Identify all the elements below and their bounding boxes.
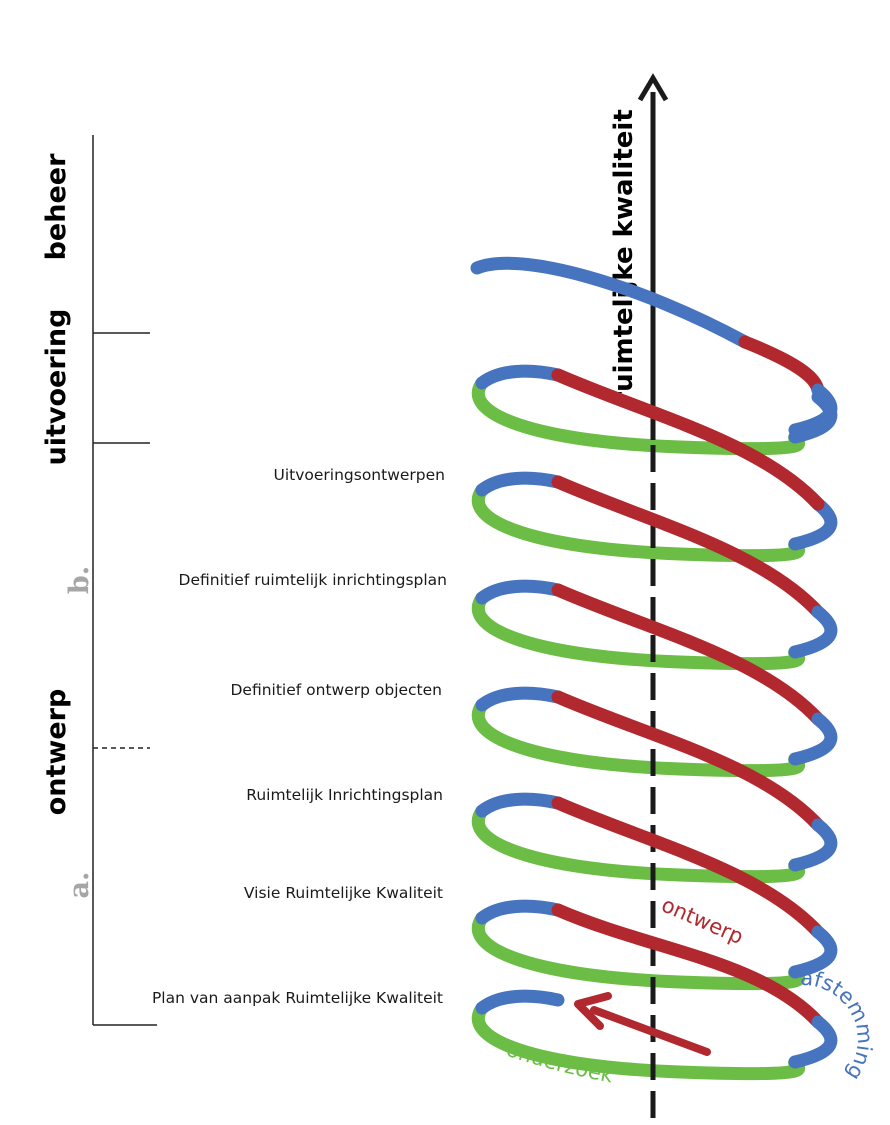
spiral-ontwerp-top (738, 335, 825, 397)
spiral-afstemming-left (475, 686, 565, 712)
step-label: Visie Ruimtelijke Kwaliteit (244, 884, 443, 902)
spiral-afstemming-top-right (788, 383, 838, 437)
spiral-ontwerp-diagonal (551, 368, 825, 511)
spiral-ontwerp-diagonal (551, 903, 825, 1029)
spiral-afstemming-right (788, 925, 838, 979)
subphase-b: b. (64, 566, 95, 594)
spiral-afstemming-left (475, 579, 565, 605)
spiral-ontwerp-diagonal (551, 475, 825, 619)
spiral-afstemming-right (788, 605, 838, 659)
spiral-afstemming-right (788, 712, 838, 766)
step-label: Definitief ruimtelijk inrichtingsplan (179, 571, 447, 589)
spiral-onderzoek-arc (471, 804, 806, 884)
phase-ontwerp: ontwerp (41, 689, 72, 816)
spiral-afstemming-top (470, 256, 752, 349)
spiral-onderzoek-arc (471, 483, 806, 563)
spiral-afstemming-left (475, 471, 565, 497)
spiral-afstemming-left (475, 792, 565, 818)
spiral-onderzoek-arc (471, 698, 806, 778)
spiral-afstemming-right (788, 818, 838, 872)
spiral-afstemming-left (475, 364, 565, 390)
quality-axis (637, 73, 669, 1118)
spiral-afstemming-left (475, 989, 565, 1015)
step-label: Uitvoeringsontwerpen (273, 466, 445, 484)
spiral-afstemming-right (788, 1015, 838, 1069)
afstemming-label: afstemming (800, 966, 878, 1085)
spiral-afstemming-right (788, 497, 838, 551)
spiral-ontwerp-diagonal (551, 583, 825, 726)
step-label: Definitief ontwerp objecten (230, 681, 442, 699)
spiral-front (470, 256, 838, 1069)
axis-arrowhead (637, 73, 669, 102)
phase-beheer: beheer (41, 153, 72, 260)
spiral-afstemming-left (475, 899, 565, 925)
phase-uitvoering: uitvoering (41, 309, 72, 466)
axis-label: ruimtelijke kwaliteit (609, 109, 639, 405)
spiral-ontwerp-diagonal (551, 796, 825, 939)
ontwerp-label: ontwerp (658, 893, 747, 949)
spiral-onderzoek-arc (471, 591, 806, 671)
step-label: Ruimtelijk Inrichtingsplan (246, 786, 443, 804)
step-label: Plan van aanpak Ruimtelijke Kwaliteit (152, 989, 443, 1007)
phase-bracket (92, 135, 157, 1026)
onderzoek-label: onderzoek (503, 1037, 615, 1088)
subphase-a: a. (64, 872, 95, 899)
spiral-ontwerp-diagonal (551, 690, 825, 832)
start-arrow (574, 992, 711, 1056)
